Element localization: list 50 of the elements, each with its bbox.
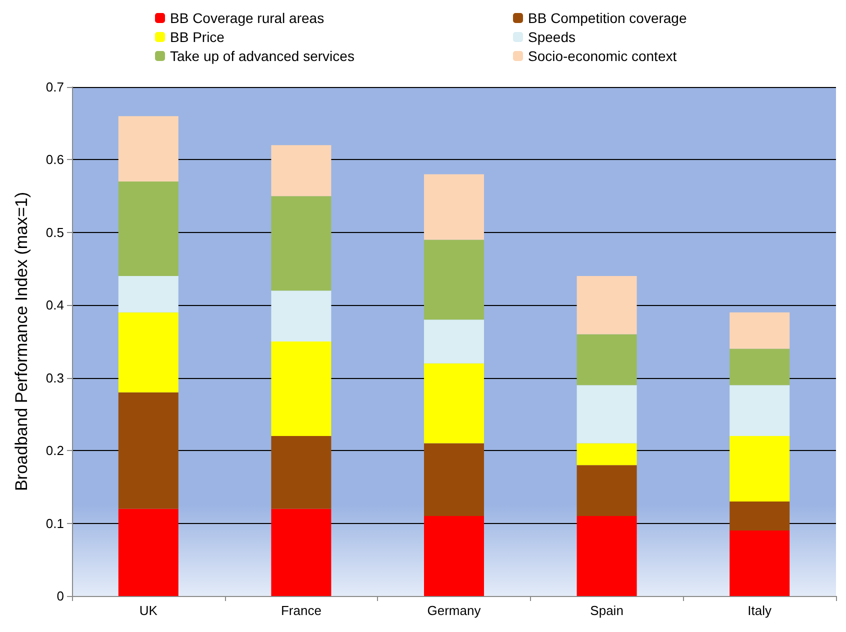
y-tick-label: 0.1 (46, 516, 64, 531)
bar (424, 240, 484, 320)
bar (118, 116, 178, 182)
y-tick-label: 0.6 (46, 152, 64, 168)
y-tick-label: 0.5 (46, 224, 64, 240)
bar (576, 516, 637, 596)
bar (424, 363, 484, 444)
bar (271, 196, 332, 291)
x-tick-label: Italy (748, 603, 772, 618)
bar (271, 145, 332, 196)
bar (730, 348, 790, 386)
bar (576, 334, 637, 386)
bar (424, 443, 484, 516)
legend-label: BB Coverage rural areas (170, 10, 324, 26)
y-tick-label: 0.4 (46, 298, 64, 313)
bar (576, 276, 637, 334)
bar (271, 290, 332, 342)
bar (424, 320, 484, 364)
legend-label: BB Competition coverage (528, 10, 687, 26)
x-tick-label: Spain (590, 603, 624, 618)
bar (730, 501, 790, 531)
x-tick-label: France (280, 603, 322, 618)
bar (118, 508, 178, 596)
x-tick-label: Germany (427, 603, 482, 618)
bar (730, 436, 790, 502)
bar (730, 312, 790, 349)
bar (271, 508, 332, 596)
legend-label: Speeds (528, 29, 576, 45)
bar (730, 385, 790, 436)
legend-label: BB Price (170, 29, 225, 45)
bar (576, 465, 637, 516)
legend-label: Socio-economic context (528, 48, 677, 64)
legend-label: Take up of advanced services (170, 48, 354, 64)
y-tick-label: 0.3 (46, 370, 64, 386)
bar (118, 312, 178, 392)
bar (576, 443, 637, 466)
bar (576, 385, 637, 444)
bar (424, 516, 484, 596)
bar (118, 276, 178, 312)
bar (118, 182, 178, 276)
y-axis-title: Broadband Performance Index (max=1) (12, 192, 31, 492)
y-tick-label: 0 (56, 588, 64, 604)
bar (271, 342, 332, 436)
bar (271, 436, 332, 509)
x-tick-label: UK (139, 603, 158, 618)
y-tick-label: 0.2 (46, 443, 64, 458)
bar (730, 530, 790, 596)
bar (118, 392, 178, 509)
y-tick-label: 0.7 (46, 80, 64, 94)
bar (424, 174, 484, 240)
